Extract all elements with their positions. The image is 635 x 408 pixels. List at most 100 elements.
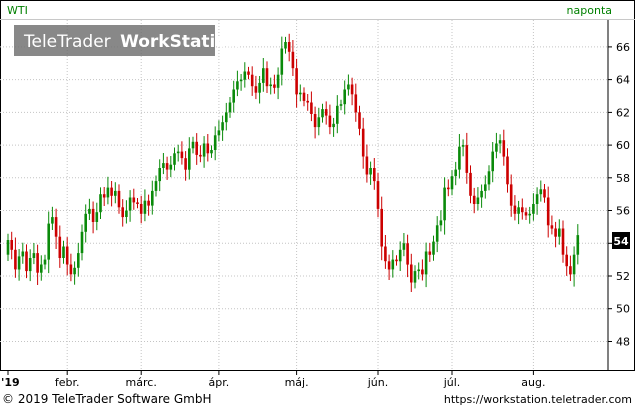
candle-body <box>506 156 509 185</box>
candle-body <box>450 176 454 190</box>
candle-body <box>528 213 531 216</box>
candle-body <box>480 190 483 198</box>
candle-body <box>487 171 491 185</box>
candle-body <box>561 228 565 255</box>
candle-body <box>472 195 476 204</box>
candle-body <box>36 253 39 273</box>
candle-body <box>14 249 17 270</box>
candle-body <box>458 146 461 170</box>
candle-body <box>324 109 328 116</box>
candle-body <box>225 112 228 123</box>
candle-body <box>139 204 143 214</box>
candle-body <box>10 240 13 250</box>
candle-body <box>306 100 309 103</box>
candle-body <box>354 94 358 113</box>
candle-body <box>343 89 346 105</box>
candle-body <box>21 251 25 257</box>
candle-body <box>239 79 243 82</box>
candle-body <box>435 225 439 242</box>
candle-body <box>310 102 313 114</box>
candle-body <box>317 117 321 128</box>
candle-body <box>217 130 221 136</box>
candle-body <box>88 208 91 214</box>
y-tick-label: 52 <box>616 270 630 283</box>
candle-body <box>284 42 287 49</box>
x-tick-label: '19 <box>1 376 20 389</box>
candle-body <box>328 115 332 128</box>
candle-body <box>269 84 272 87</box>
candle-body <box>173 153 176 165</box>
candle-body <box>247 71 250 75</box>
candle-body <box>77 253 80 268</box>
candle-body <box>65 246 69 265</box>
candle-body <box>254 86 258 93</box>
candle-body <box>165 163 169 170</box>
candle-body <box>387 261 391 270</box>
candle-body <box>158 168 161 182</box>
candle-body <box>106 187 110 198</box>
candle-body <box>576 235 580 255</box>
candle-body <box>447 187 450 190</box>
candle-body <box>154 181 158 191</box>
x-tick-label: júl. <box>443 376 461 389</box>
candle-body <box>99 194 102 213</box>
candle-body <box>58 236 62 258</box>
candle-body <box>358 112 361 129</box>
candle-body <box>210 150 213 154</box>
candle-body <box>84 213 87 232</box>
candle-body <box>162 163 165 168</box>
candle-body <box>539 189 543 195</box>
candle-body <box>121 207 124 218</box>
candle-body <box>424 251 428 275</box>
candle-body <box>443 187 446 221</box>
website-link[interactable]: https://workstation.teletrader.com <box>444 393 632 406</box>
candle-body <box>169 164 173 170</box>
candle-body <box>439 220 443 226</box>
candle-body <box>273 84 276 88</box>
candle-body <box>558 228 561 237</box>
candle-body <box>43 259 47 265</box>
candle-body <box>339 104 343 106</box>
candle-body <box>221 122 224 131</box>
candle-body <box>176 151 180 154</box>
candle-body <box>132 197 136 203</box>
candle-body <box>509 184 513 206</box>
candle-body <box>569 266 572 275</box>
candle-body <box>376 181 380 209</box>
candle-body <box>402 243 406 250</box>
candle-body <box>51 217 54 224</box>
candle-body <box>54 217 58 237</box>
candle-body <box>543 189 546 198</box>
candle-body <box>180 151 184 159</box>
candle-body <box>102 194 106 198</box>
candle-body <box>384 246 387 262</box>
candle-body <box>236 81 239 90</box>
candle-body <box>136 202 139 204</box>
candle-body <box>188 148 191 170</box>
candle-body <box>295 68 298 95</box>
candle-body <box>313 114 317 128</box>
x-tick-label: aug. <box>521 376 545 389</box>
candle-body <box>572 254 576 275</box>
candle-body <box>128 197 132 211</box>
candle-body <box>550 225 554 229</box>
candle-body <box>398 249 402 262</box>
candle-body <box>147 200 150 206</box>
x-axis: '19 febr. márc. ápr. máj. jún. júl. aug. <box>1 371 546 389</box>
interval-label[interactable]: naponta <box>567 4 612 17</box>
candle-body <box>6 240 10 255</box>
candle-body <box>373 168 376 182</box>
candle-body <box>428 251 432 255</box>
candle-body <box>347 84 350 90</box>
symbol-label[interactable]: WTI <box>7 4 28 17</box>
candle-body <box>465 145 469 173</box>
candle-body <box>95 212 99 222</box>
candle-body <box>69 264 73 275</box>
candle-body <box>291 51 295 69</box>
candle-body <box>454 169 457 177</box>
watermark-logo: TeleTrader WorkStation <box>14 25 239 56</box>
watermark-product: WorkStation <box>120 32 239 52</box>
grid-lines <box>0 20 608 371</box>
candle-body <box>302 92 306 101</box>
candle-body <box>332 123 335 128</box>
